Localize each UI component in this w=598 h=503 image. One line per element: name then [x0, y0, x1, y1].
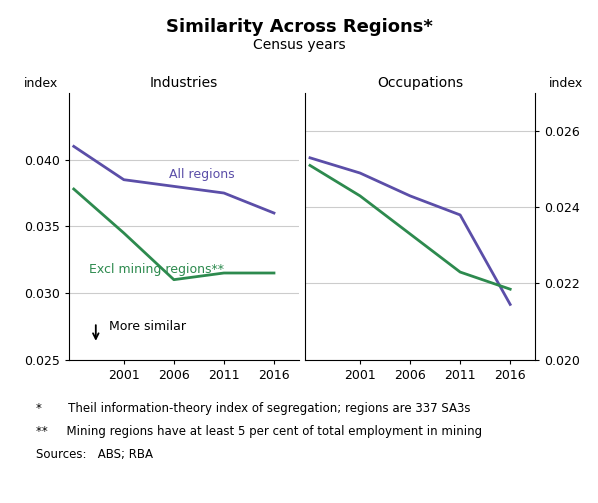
Text: Industries: Industries — [150, 76, 218, 91]
Text: *       Theil information-theory index of segregation; regions are 337 SA3s: * Theil information-theory index of segr… — [36, 402, 471, 415]
Text: index: index — [24, 77, 58, 91]
Text: index: index — [550, 77, 584, 91]
Text: Occupations: Occupations — [377, 76, 463, 91]
Text: Similarity Across Regions*: Similarity Across Regions* — [166, 18, 432, 36]
Text: Sources:   ABS; RBA: Sources: ABS; RBA — [36, 448, 153, 461]
Text: All regions: All regions — [169, 168, 234, 181]
Text: Excl mining regions**: Excl mining regions** — [89, 263, 224, 276]
Text: **     Mining regions have at least 5 per cent of total employment in mining: ** Mining regions have at least 5 per ce… — [36, 425, 482, 438]
Text: Census years: Census years — [253, 38, 345, 52]
Text: More similar: More similar — [109, 320, 186, 332]
